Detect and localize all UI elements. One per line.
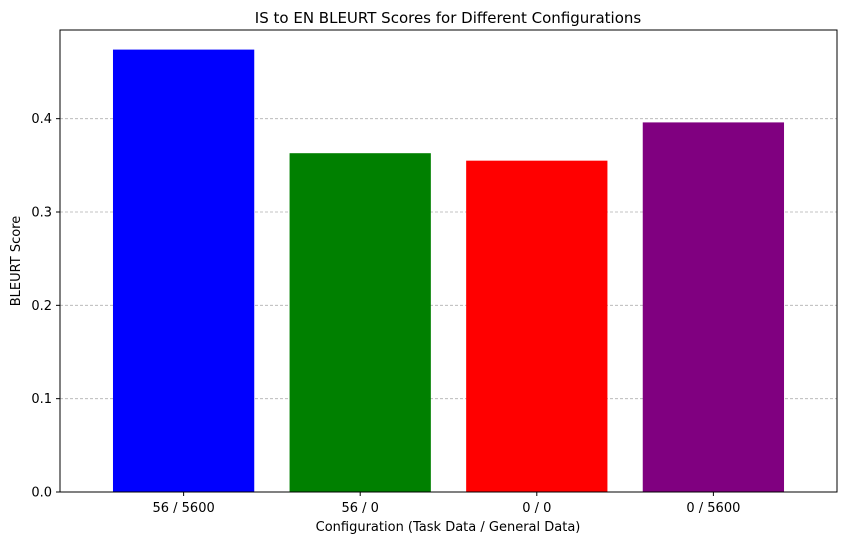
y-tick-label-3: 0.3 <box>31 206 52 221</box>
chart-title: IS to EN BLEURT Scores for Different Con… <box>255 9 642 27</box>
x-axis-ticks: 56 / 5600 56 / 0 0 / 0 0 / 5600 <box>152 492 740 516</box>
bar-1 <box>289 153 431 492</box>
x-axis-label: Configuration (Task Data / General Data) <box>316 520 581 535</box>
x-tick-label-1: 56 / 0 <box>341 501 378 516</box>
y-tick-label-0: 0.0 <box>31 486 52 501</box>
x-tick-label-3: 0 / 5600 <box>686 501 740 516</box>
y-axis-ticks: 0.0 0.1 0.2 0.3 0.4 <box>31 112 60 501</box>
bar-2 <box>466 160 608 492</box>
y-tick-label-2: 0.2 <box>31 299 52 314</box>
y-axis-label: BLEURT Score <box>9 216 24 306</box>
x-tick-label-0: 56 / 5600 <box>152 501 214 516</box>
bar-0 <box>112 49 255 492</box>
bar-3 <box>642 122 785 493</box>
bars <box>112 49 785 493</box>
y-tick-label-1: 0.1 <box>31 392 52 407</box>
plot-frame <box>59 29 838 493</box>
x-tick-label-2: 0 / 0 <box>522 501 551 516</box>
y-tick-label-4: 0.4 <box>31 112 52 127</box>
